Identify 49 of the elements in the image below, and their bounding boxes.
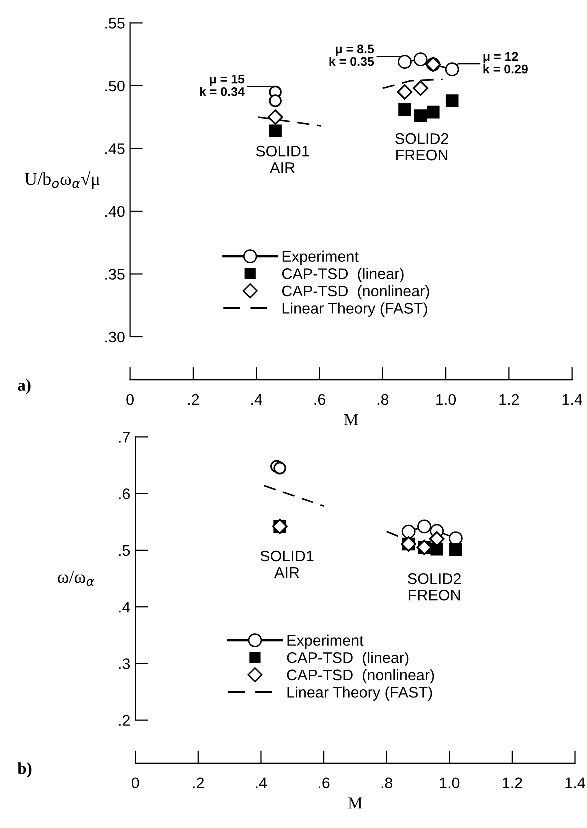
x-tick-label: .4 xyxy=(252,394,263,406)
legend-label: CAP-TSD (nonlinear) xyxy=(287,669,434,684)
legend-label: Experiment xyxy=(282,250,359,266)
y-tick-label: .45 xyxy=(106,144,125,154)
y-tick-label: .3 xyxy=(119,658,130,670)
annotation: SOLID2 FREON xyxy=(396,133,448,161)
annotation: SOLID2 FREON xyxy=(408,574,461,601)
y-tick-label: .2 xyxy=(119,715,130,726)
x-tick-label: 1.4 xyxy=(562,394,582,406)
x-tick-label: 1.2 xyxy=(503,778,522,788)
x-tick-label: .6 xyxy=(319,778,330,789)
x-tick-label: .2 xyxy=(188,394,200,406)
annotation: SOLID1 AIR xyxy=(256,146,310,174)
annotation: μ = 8.5 k = 0.35 xyxy=(330,44,374,66)
y-axis-title: U/b$_{o}$ω$_{α}$√μ xyxy=(24,170,100,190)
x-tick-label: 1.0 xyxy=(440,778,460,789)
x-tick-label: .6 xyxy=(314,394,326,406)
y-axis-title: ω/ω$_{α}$ xyxy=(58,571,94,586)
x-tick-label: 1.0 xyxy=(436,394,456,406)
x-tick-label: .8 xyxy=(378,394,389,406)
x-tick-label: 0 xyxy=(132,778,140,789)
annotation: μ = 12 k = 0.29 xyxy=(484,52,528,74)
x-tick-label: 1.4 xyxy=(566,778,586,788)
annotation: μ = 15 k = 0.34 xyxy=(200,75,245,96)
y-tick-label: .4 xyxy=(119,602,130,613)
y-tick-label: .55 xyxy=(106,18,125,29)
y-tick-label: .5 xyxy=(119,545,130,556)
y-tick-label: .50 xyxy=(106,80,125,92)
y-tick-label: .40 xyxy=(106,206,125,218)
x-tick-label: .8 xyxy=(382,778,393,789)
annotation: SOLID1 AIR xyxy=(260,550,314,578)
legend-label: CAP-TSD (linear) xyxy=(282,268,404,282)
x-tick-label: .4 xyxy=(256,778,268,788)
x-axis-title: M xyxy=(348,798,362,809)
legend-label: CAP-TSD (nonlinear) xyxy=(282,285,430,300)
x-tick-label: .2 xyxy=(193,778,204,788)
legend-label: Linear Theory (FAST) xyxy=(288,686,432,701)
legend-label: Experiment xyxy=(288,634,364,650)
legend-label: Linear Theory (FAST) xyxy=(282,302,428,317)
y-tick-label: .35 xyxy=(106,269,125,280)
legend-label: CAP-TSD (linear) xyxy=(287,652,409,666)
text: b) xyxy=(18,762,32,778)
x-tick-label: 0 xyxy=(126,394,134,406)
text: a) xyxy=(18,379,31,394)
y-tick-label: .30 xyxy=(106,332,125,343)
y-tick-label: .6 xyxy=(119,488,130,500)
x-axis-title: M xyxy=(344,414,358,426)
x-tick-label: 1.2 xyxy=(500,394,520,406)
y-tick-label: .7 xyxy=(119,432,130,443)
